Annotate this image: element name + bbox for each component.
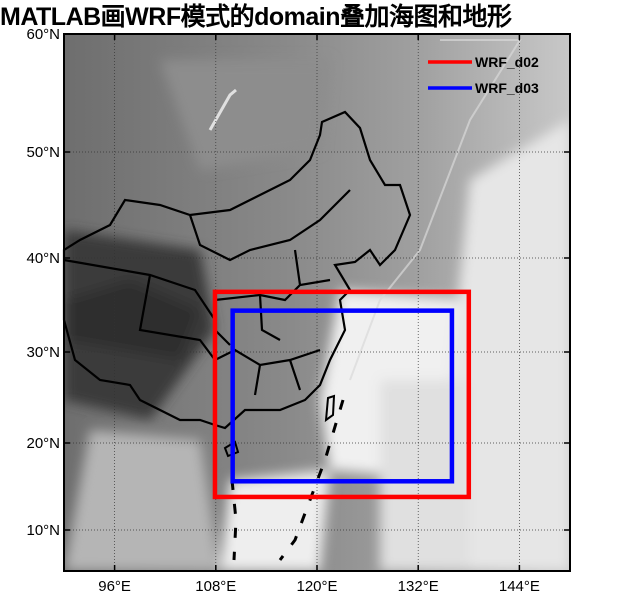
lon-tick-label: 120°E: [296, 578, 337, 595]
taiwan-island: [324, 394, 336, 423]
legend: WRF_d02 WRF_d03: [428, 54, 539, 96]
lon-tick-label: 132°E: [398, 578, 439, 595]
lat-tick-label: 30°N: [26, 344, 60, 361]
legend-label-d03: WRF_d03: [475, 80, 539, 96]
terrain-layer: [64, 34, 570, 571]
lat-tick-label: 20°N: [26, 435, 60, 452]
lon-tick-label: 108°E: [195, 578, 236, 595]
china-boundary: [62, 110, 412, 430]
lon-tick-label: 144°E: [499, 578, 540, 595]
lat-tick-label: 40°N: [26, 250, 60, 267]
domain-box-wrf-d03: [230, 308, 455, 484]
lat-tick-label: 60°N: [26, 26, 60, 43]
lon-tick-label: 96°E: [98, 578, 131, 595]
axis-ticks: 96°E 108°E 120°E 132°E 144°E 60°N 50°N 40°N 30°N…: [26, 26, 570, 595]
wrf-domains: [212, 289, 472, 500]
domain-box-wrf-d02: [212, 289, 472, 500]
nine-dash-line: [230, 399, 345, 561]
legend-label-d02: WRF_d02: [475, 54, 539, 70]
figure-title: MATLAB画WRF模式的domain叠加海图和地形: [0, 3, 512, 31]
lat-tick-label: 50°N: [26, 144, 60, 161]
lat-tick-label: 10°N: [26, 522, 60, 539]
